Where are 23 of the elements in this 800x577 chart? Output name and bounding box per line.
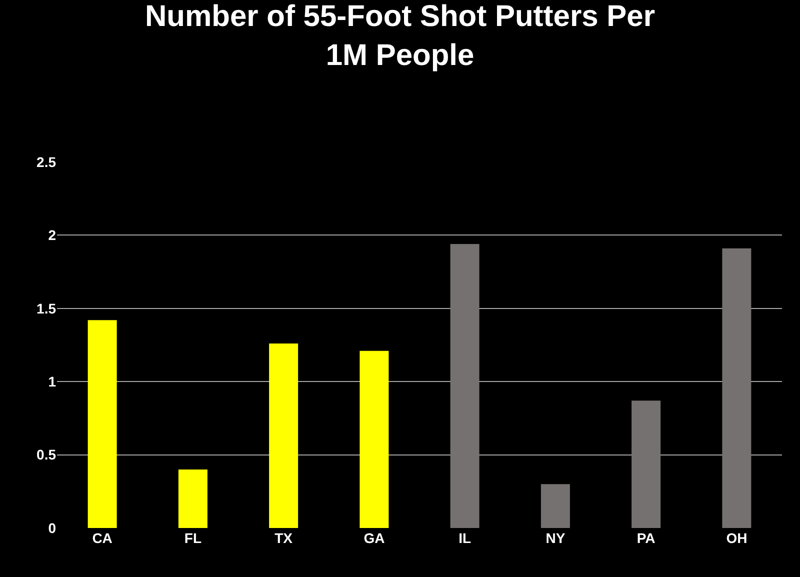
bar (269, 344, 298, 528)
x-tick-label: OH (726, 530, 748, 546)
x-tick-label: NY (546, 530, 566, 546)
x-tick-label: CA (92, 530, 112, 546)
x-tick-label: FL (184, 530, 202, 546)
x-tick-label: IL (458, 530, 472, 546)
bar (88, 320, 117, 528)
x-tick-label: TX (274, 530, 294, 546)
y-tick-label: 1 (48, 374, 56, 390)
y-tick-label: 2 (48, 227, 56, 244)
chart-title: Number of 55-Foot Shot Putters Per 1M People (144, 0, 656, 72)
bar (450, 244, 480, 528)
x-tick-label: PA (636, 530, 656, 546)
bar (178, 469, 208, 528)
y-tick-label: 1.5 (36, 300, 56, 316)
bar (360, 350, 389, 528)
y-tick-label: 0.5 (36, 446, 56, 463)
x-tick-label: GA (364, 530, 385, 546)
y-tick-label: 0 (48, 520, 56, 536)
y-tick-label: 2.5 (36, 154, 56, 170)
bar (632, 400, 661, 528)
bar (540, 484, 570, 528)
bar (722, 248, 752, 528)
